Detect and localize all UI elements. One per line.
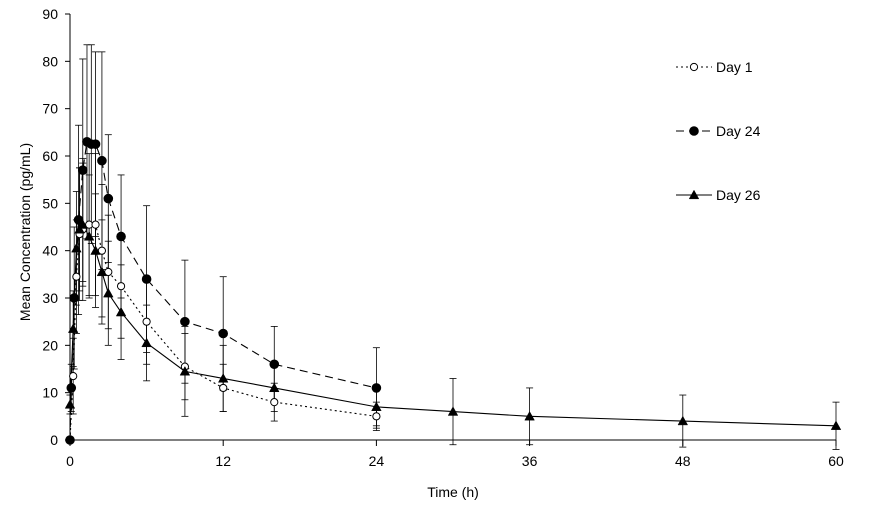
x-tick-label: 24 [369,453,385,469]
point-day-24 [269,359,280,370]
point-day-1 [116,282,126,291]
point-day-26 [77,219,88,229]
point-day-26 [141,337,152,348]
point-day-1 [69,372,78,381]
y-tick-label: 80 [42,53,58,69]
point-day-24 [66,383,77,393]
x-tick-label: 48 [675,453,691,469]
point-day-26 [677,415,689,426]
point-day-1 [270,398,279,407]
point-day-24 [69,293,80,303]
point-day-24 [116,231,126,242]
y-tick-label: 0 [50,432,58,448]
point-day-26 [269,382,280,393]
y-tick-label: 20 [42,337,58,353]
point-day-26 [179,366,191,376]
y-tick-label: 40 [42,243,58,259]
point-day-24 [90,139,101,149]
legend-label: Day 1 [716,59,753,75]
point-day-26 [74,224,85,234]
point-day-24 [141,274,152,284]
legend-item-day-26: Day 26 [676,187,761,203]
point-day-26 [96,266,108,277]
point-day-26 [447,406,459,416]
point-day-26 [371,401,382,411]
legend-swatch-marker [689,62,699,72]
series-line-day-1 [69,224,377,441]
error-bars [66,44,840,450]
legend: Day 1 Day 24 Day 26 [676,59,761,203]
legend-item-day-24: Day 24 [676,123,761,139]
x-tick-label: 36 [522,453,538,469]
legend-label: Day 26 [716,187,761,203]
point-day-26 [90,245,101,255]
point-day-24 [103,193,114,204]
point-day-24 [180,316,190,327]
y-tick-label: 30 [42,290,58,306]
point-day-24 [77,165,88,175]
y-tick-label: 70 [42,101,58,117]
point-day-24 [65,435,75,445]
point-day-26 [103,287,114,298]
point-day-24 [97,155,107,166]
x-axis-title: Time (h) [427,484,479,500]
x-tick-label: 0 [66,453,74,469]
point-day-1 [91,220,100,229]
point-day-26 [64,399,76,409]
x-tick-label: 60 [828,453,844,469]
point-day-26 [83,231,95,241]
y-tick-label: 60 [42,148,58,164]
y-tick-label: 90 [42,6,58,22]
point-day-26 [67,323,79,333]
legend-item-day-1: Day 1 [676,59,753,75]
point-day-1 [142,317,151,326]
x-tick-label: 12 [215,453,231,469]
data-markers [64,137,842,445]
point-day-1 [372,412,381,421]
y-tick-label: 10 [42,385,58,401]
point-day-26 [217,373,229,383]
axes: 0 10 20 30 40 50 60 70 80 90 0 12 24 36 48 60 [42,6,844,469]
point-day-24 [371,383,382,393]
point-day-24 [218,328,228,339]
legend-swatch-marker [688,189,700,200]
point-day-26 [71,242,82,253]
point-day-26 [115,306,127,317]
point-day-26 [524,411,535,421]
point-day-1 [72,272,81,281]
legend-swatch-marker [689,126,699,136]
point-day-1 [219,383,228,393]
series-line-day-24 [69,140,377,441]
legend-label: Day 24 [716,123,761,139]
y-tick-label: 50 [42,195,58,211]
y-axis-title: Mean Concentration (pg/mL) [17,143,33,321]
point-day-26 [830,420,842,430]
